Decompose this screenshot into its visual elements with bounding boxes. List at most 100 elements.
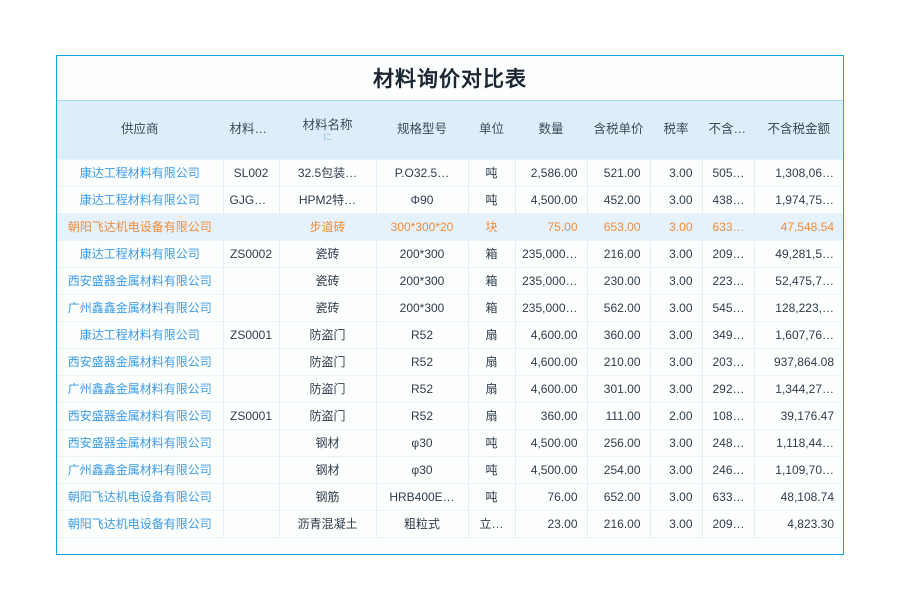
cell-netprice: 248…: [702, 429, 755, 457]
column-header-price[interactable]: 含税单价: [587, 101, 651, 160]
cell-price: 256.00: [587, 429, 651, 457]
cell-price: 216.00: [587, 240, 651, 268]
cell-supplier: 西安盛器金属材料有限公司: [57, 348, 224, 376]
table-row[interactable]: 西安盛器金属材料有限公司 瓷砖 200*300 箱 235,000… 230.00 3.00…: [57, 267, 843, 295]
cell-netamt: 937,864.08: [754, 348, 843, 376]
cell-netprice: 438…: [702, 186, 755, 214]
cell-name: 防盗门: [279, 375, 377, 403]
column-header-spec[interactable]: 规格型号: [376, 101, 469, 160]
cell-netprice: 209…: [702, 510, 755, 538]
cell-code: [223, 213, 280, 241]
column-header-rate[interactable]: 税率: [650, 101, 703, 160]
cell-netamt: 48,108.74: [754, 483, 843, 511]
cell-price: 653.00: [587, 213, 651, 241]
cell-qty: 235,000…: [515, 294, 588, 322]
column-header-netprice[interactable]: 不含税单价: [702, 101, 755, 160]
table-row[interactable]: 西安盛器金属材料有限公司 钢材 φ30 吨 4,500.00 256.00 3.00 248……: [57, 429, 843, 457]
header-label: 规格型号: [396, 122, 447, 137]
cell-price: 210.00: [587, 348, 651, 376]
cell-code: ZS0001: [223, 402, 280, 430]
cell-name: 瓷砖: [279, 294, 377, 322]
table-row[interactable]: 康达工程材料有限公司 ZS0002 瓷砖 200*300 箱 235,000… 216.00…: [57, 240, 843, 268]
cell-supplier: 康达工程材料有限公司: [57, 240, 224, 268]
cell-netamt: 1,974,75…: [754, 186, 843, 214]
cell-code: [223, 429, 280, 457]
cell-supplier: 康达工程材料有限公司: [57, 186, 224, 214]
table-row[interactable]: 广州鑫鑫金属材料有限公司 防盗门 R52 扇 4,600.00 301.00 3.00 292…: [57, 375, 843, 403]
cell-code: ZS0002: [223, 240, 280, 268]
column-header-name[interactable]: 材料名称に: [279, 101, 377, 160]
cell-unit: 吨: [468, 429, 516, 457]
table-row[interactable]: 朝阳飞达机电设备有限公司 钢筋 HRB400E… 吨 76.00 652.00 3.00 63…: [57, 483, 843, 511]
cell-spec: 200*300: [376, 294, 469, 322]
cell-netprice: 246…: [702, 456, 755, 484]
table-row[interactable]: 广州鑫鑫金属材料有限公司 钢材 φ30 吨 4,500.00 254.00 3.00 246……: [57, 456, 843, 484]
column-header-unit[interactable]: 单位: [468, 101, 516, 160]
cell-qty: 4,600.00: [515, 375, 588, 403]
header-label: 不含税金额: [767, 122, 830, 137]
cell-supplier: 朝阳飞达机电设备有限公司: [57, 213, 224, 241]
column-header-supplier[interactable]: 供应商: [57, 101, 224, 160]
cell-code: [223, 510, 280, 538]
cell-rate: 3.00: [650, 375, 703, 403]
cell-name: 步道砖: [279, 213, 377, 241]
cell-netamt: 1,607,76…: [754, 321, 843, 349]
cell-supplier: 西安盛器金属材料有限公司: [57, 429, 224, 457]
cell-unit: 箱: [468, 294, 516, 322]
table-row[interactable]: 朝阳飞达机电设备有限公司 步道砖 300*300*20 块 75.00 653.00 3.0…: [57, 213, 843, 241]
cell-price: 562.00: [587, 294, 651, 322]
cell-price: 216.00: [587, 510, 651, 538]
cell-price: 521.00: [587, 159, 651, 187]
table-row[interactable]: 朝阳飞达机电设备有限公司 沥青混凝土 粗粒式 立… 23.00 216.00 3.00 209…: [57, 510, 843, 538]
cell-unit: 箱: [468, 240, 516, 268]
cell-netprice: 633…: [702, 483, 755, 511]
cell-unit: 吨: [468, 186, 516, 214]
cell-code: [223, 267, 280, 295]
header-label: 供应商: [120, 122, 159, 137]
cell-rate: 3.00: [650, 240, 703, 268]
cell-unit: 吨: [468, 456, 516, 484]
cell-code: SL002: [223, 159, 280, 187]
cell-spec: Φ90: [376, 186, 469, 214]
cell-price: 230.00: [587, 267, 651, 295]
cell-spec: 200*300: [376, 267, 469, 295]
cell-supplier: 朝阳飞达机电设备有限公司: [57, 483, 224, 511]
table-row[interactable]: 西安盛器金属材料有限公司 ZS0001 防盗门 R52 扇 360.00 111.00 2.0…: [57, 402, 843, 430]
table-row[interactable]: 康达工程材料有限公司 GJG0… HPM2特… Φ90 吨 4,500.00 452.00 3…: [57, 186, 843, 214]
cell-unit: 扇: [468, 375, 516, 403]
cell-rate: 3.00: [650, 429, 703, 457]
cell-price: 301.00: [587, 375, 651, 403]
header-label: 税率: [663, 122, 689, 137]
cell-code: [223, 483, 280, 511]
cell-code: [223, 456, 280, 484]
cell-netamt: 4,823.30: [754, 510, 843, 538]
cell-rate: 3.00: [650, 321, 703, 349]
cell-price: 360.00: [587, 321, 651, 349]
cell-qty: 75.00: [515, 213, 588, 241]
grid-body: 康达工程材料有限公司 SL002 32.5包装… P.O32.5… 吨 2,586.00 5…: [57, 159, 843, 538]
column-header-qty[interactable]: 数量: [515, 101, 588, 160]
cell-name: 瓷砖: [279, 240, 377, 268]
column-header-code[interactable]: 材料编号: [223, 101, 280, 160]
cell-name: 防盗门: [279, 348, 377, 376]
column-header-netamt[interactable]: 不含税金额: [754, 101, 843, 160]
cell-price: 652.00: [587, 483, 651, 511]
table-row[interactable]: 康达工程材料有限公司 ZS0001 防盗门 R52 扇 4,600.00 360.00 3.0…: [57, 321, 843, 349]
cell-price: 254.00: [587, 456, 651, 484]
cell-unit: 立…: [468, 510, 516, 538]
cell-spec: 粗粒式: [376, 510, 469, 538]
cell-supplier: 西安盛器金属材料有限公司: [57, 267, 224, 295]
header-sublabel: に: [322, 133, 332, 142]
cell-supplier: 康达工程材料有限公司: [57, 321, 224, 349]
cell-supplier: 朝阳飞达机电设备有限公司: [57, 510, 224, 538]
table-row[interactable]: 广州鑫鑫金属材料有限公司 瓷砖 200*300 箱 235,000… 562.00 3.00…: [57, 294, 843, 322]
cell-unit: 块: [468, 213, 516, 241]
cell-qty: 2,586.00: [515, 159, 588, 187]
table-row[interactable]: 西安盛器金属材料有限公司 防盗门 R52 扇 4,600.00 210.00 3.00 203…: [57, 348, 843, 376]
cell-name: 32.5包装…: [279, 159, 377, 187]
cell-spec: HRB400E…: [376, 483, 469, 511]
table-row[interactable]: 康达工程材料有限公司 SL002 32.5包装… P.O32.5… 吨 2,586.00 5…: [57, 159, 843, 187]
cell-rate: 3.00: [650, 186, 703, 214]
